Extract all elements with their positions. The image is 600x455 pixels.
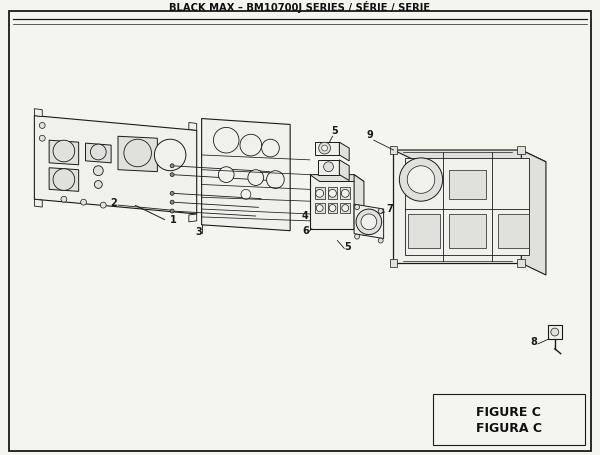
Circle shape bbox=[407, 166, 435, 193]
Circle shape bbox=[356, 209, 382, 235]
Circle shape bbox=[170, 200, 174, 204]
Circle shape bbox=[100, 202, 106, 208]
Text: 5: 5 bbox=[344, 243, 351, 253]
Polygon shape bbox=[389, 259, 397, 267]
Circle shape bbox=[80, 199, 86, 205]
Circle shape bbox=[400, 158, 443, 201]
Circle shape bbox=[170, 209, 174, 213]
Polygon shape bbox=[315, 142, 340, 155]
Text: FIGURA C: FIGURA C bbox=[476, 422, 542, 435]
Circle shape bbox=[218, 167, 234, 182]
Polygon shape bbox=[449, 170, 486, 199]
Polygon shape bbox=[310, 175, 364, 182]
Polygon shape bbox=[517, 146, 525, 154]
Circle shape bbox=[94, 166, 103, 176]
Polygon shape bbox=[34, 199, 42, 207]
Circle shape bbox=[329, 205, 336, 212]
Polygon shape bbox=[340, 160, 349, 181]
Polygon shape bbox=[340, 187, 350, 199]
Circle shape bbox=[61, 196, 67, 202]
Text: BLACK MAX – BM10700J SERIES / SÉRIE / SERIE: BLACK MAX – BM10700J SERIES / SÉRIE / SE… bbox=[169, 1, 431, 13]
Polygon shape bbox=[310, 175, 354, 229]
Text: 3: 3 bbox=[196, 227, 202, 237]
Polygon shape bbox=[34, 116, 197, 214]
Circle shape bbox=[316, 189, 323, 197]
Circle shape bbox=[316, 205, 323, 212]
Circle shape bbox=[266, 171, 284, 188]
Circle shape bbox=[241, 189, 251, 199]
Circle shape bbox=[262, 139, 280, 157]
Polygon shape bbox=[318, 160, 340, 175]
Polygon shape bbox=[408, 214, 440, 248]
Polygon shape bbox=[449, 214, 486, 248]
Circle shape bbox=[170, 164, 174, 168]
Polygon shape bbox=[517, 259, 525, 267]
Circle shape bbox=[342, 205, 349, 212]
Text: 7: 7 bbox=[386, 204, 394, 214]
Circle shape bbox=[319, 142, 331, 154]
Circle shape bbox=[214, 127, 239, 153]
Polygon shape bbox=[34, 109, 42, 116]
Circle shape bbox=[240, 134, 262, 156]
Polygon shape bbox=[340, 142, 349, 161]
Text: 1: 1 bbox=[170, 215, 177, 225]
Polygon shape bbox=[498, 214, 529, 248]
Polygon shape bbox=[340, 203, 350, 213]
Circle shape bbox=[91, 144, 106, 160]
Circle shape bbox=[170, 192, 174, 195]
Circle shape bbox=[248, 170, 263, 186]
Polygon shape bbox=[86, 143, 111, 163]
Polygon shape bbox=[315, 187, 325, 199]
Circle shape bbox=[39, 135, 45, 141]
Circle shape bbox=[329, 189, 337, 197]
Circle shape bbox=[39, 122, 45, 128]
Circle shape bbox=[323, 162, 334, 172]
Circle shape bbox=[551, 328, 559, 336]
Polygon shape bbox=[389, 146, 397, 154]
Polygon shape bbox=[315, 203, 325, 213]
Polygon shape bbox=[433, 394, 585, 445]
Polygon shape bbox=[118, 136, 157, 172]
Text: FIGURE C: FIGURE C bbox=[476, 406, 541, 419]
Text: 6: 6 bbox=[302, 226, 309, 236]
Circle shape bbox=[124, 139, 151, 167]
Text: 2: 2 bbox=[110, 198, 117, 208]
Polygon shape bbox=[521, 150, 546, 275]
Circle shape bbox=[341, 189, 349, 197]
Polygon shape bbox=[49, 140, 79, 165]
Polygon shape bbox=[328, 187, 337, 199]
Polygon shape bbox=[394, 150, 521, 263]
Circle shape bbox=[378, 238, 383, 243]
Polygon shape bbox=[354, 204, 383, 238]
Circle shape bbox=[378, 208, 383, 213]
Polygon shape bbox=[548, 325, 562, 339]
Circle shape bbox=[53, 140, 75, 162]
Polygon shape bbox=[328, 203, 337, 213]
Circle shape bbox=[355, 205, 359, 210]
Circle shape bbox=[355, 234, 359, 239]
Circle shape bbox=[94, 181, 102, 188]
Circle shape bbox=[53, 169, 75, 190]
Circle shape bbox=[170, 172, 174, 177]
Text: 8: 8 bbox=[530, 337, 537, 347]
Circle shape bbox=[154, 139, 186, 171]
Polygon shape bbox=[189, 214, 197, 222]
Circle shape bbox=[361, 214, 377, 230]
Text: 4: 4 bbox=[302, 211, 309, 221]
FancyBboxPatch shape bbox=[9, 11, 591, 451]
Polygon shape bbox=[394, 150, 546, 162]
Text: 5: 5 bbox=[331, 126, 338, 136]
Text: 9: 9 bbox=[367, 130, 374, 140]
Polygon shape bbox=[405, 158, 529, 255]
Polygon shape bbox=[202, 119, 290, 231]
Polygon shape bbox=[354, 175, 364, 236]
Polygon shape bbox=[189, 122, 197, 130]
Circle shape bbox=[322, 145, 328, 151]
Polygon shape bbox=[49, 168, 79, 192]
